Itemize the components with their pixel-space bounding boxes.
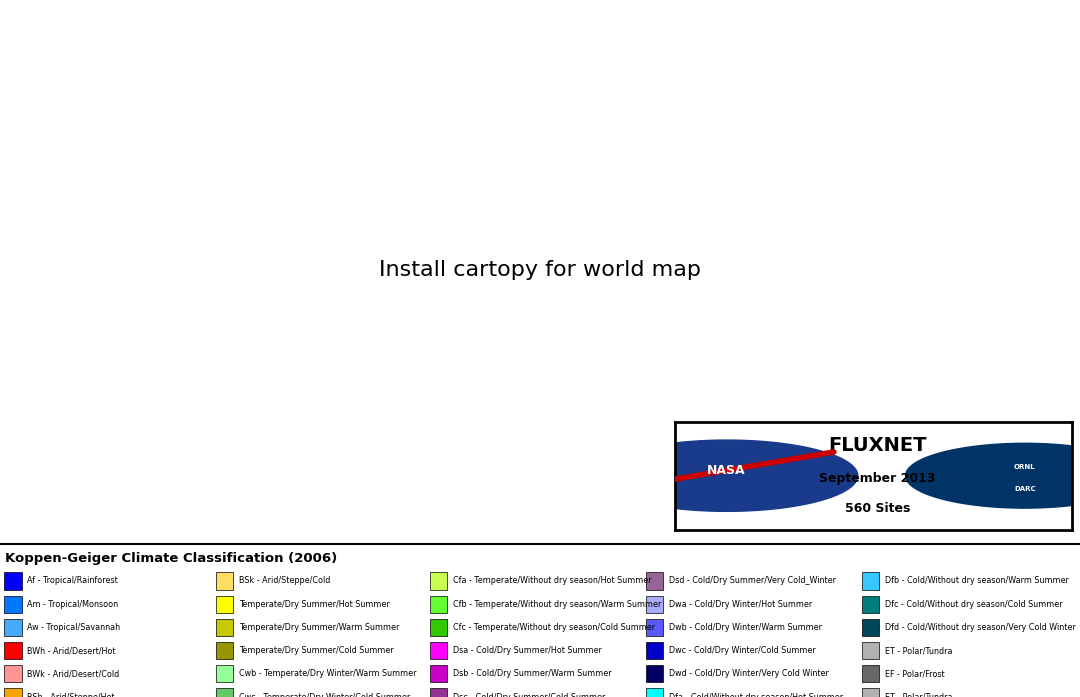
- FancyBboxPatch shape: [216, 642, 233, 659]
- Text: BWh - Arid/Desert/Hot: BWh - Arid/Desert/Hot: [27, 646, 116, 655]
- FancyBboxPatch shape: [216, 665, 233, 682]
- FancyBboxPatch shape: [430, 572, 447, 590]
- Text: Temperate/Dry Summer/Warm Summer: Temperate/Dry Summer/Warm Summer: [239, 623, 399, 632]
- FancyBboxPatch shape: [4, 689, 22, 697]
- Text: Koppen-Geiger Climate Classification (2006): Koppen-Geiger Climate Classification (20…: [5, 552, 338, 565]
- Text: 560 Sites: 560 Sites: [845, 502, 910, 514]
- FancyBboxPatch shape: [216, 689, 233, 697]
- FancyBboxPatch shape: [4, 665, 22, 682]
- Text: Dsd - Cold/Dry Summer/Very Cold_Winter: Dsd - Cold/Dry Summer/Very Cold_Winter: [669, 576, 836, 585]
- FancyBboxPatch shape: [4, 642, 22, 659]
- Text: DARC: DARC: [1014, 486, 1036, 491]
- Text: September 2013: September 2013: [820, 473, 936, 485]
- FancyBboxPatch shape: [862, 619, 879, 636]
- FancyBboxPatch shape: [646, 572, 663, 590]
- Text: Dsc - Cold/Dry Summer/Cold Summer: Dsc - Cold/Dry Summer/Cold Summer: [453, 693, 605, 697]
- Text: Cfc - Temperate/Without dry season/Cold Summer: Cfc - Temperate/Without dry season/Cold …: [453, 623, 654, 632]
- Text: Cwc - Temperate/Dry Winter/Cold Summer: Cwc - Temperate/Dry Winter/Cold Summer: [239, 693, 410, 697]
- Text: Af - Tropical/Rainforest: Af - Tropical/Rainforest: [27, 576, 118, 585]
- Text: Dfb - Cold/Without dry season/Warm Summer: Dfb - Cold/Without dry season/Warm Summe…: [885, 576, 1068, 585]
- FancyBboxPatch shape: [862, 572, 879, 590]
- Text: BSh - Arid/Steppe/Hot: BSh - Arid/Steppe/Hot: [27, 693, 114, 697]
- Polygon shape: [905, 443, 1080, 508]
- FancyBboxPatch shape: [430, 642, 447, 659]
- Text: Cwb - Temperate/Dry Winter/Warm Summer: Cwb - Temperate/Dry Winter/Warm Summer: [239, 669, 416, 678]
- Text: BSk - Arid/Steppe/Cold: BSk - Arid/Steppe/Cold: [239, 576, 330, 585]
- Text: Temperate/Dry Summer/Cold Summer: Temperate/Dry Summer/Cold Summer: [239, 646, 393, 655]
- FancyBboxPatch shape: [4, 619, 22, 636]
- FancyBboxPatch shape: [430, 665, 447, 682]
- FancyBboxPatch shape: [862, 642, 879, 659]
- Text: ET - Polar/Tundra: ET - Polar/Tundra: [885, 693, 953, 697]
- Text: ET - Polar/Tundra: ET - Polar/Tundra: [885, 646, 953, 655]
- Text: FLUXNET: FLUXNET: [828, 436, 927, 455]
- Text: Aw - Tropical/Savannah: Aw - Tropical/Savannah: [27, 623, 120, 632]
- FancyBboxPatch shape: [430, 595, 447, 613]
- FancyBboxPatch shape: [4, 595, 22, 613]
- Text: NASA: NASA: [707, 464, 746, 477]
- FancyBboxPatch shape: [646, 595, 663, 613]
- FancyBboxPatch shape: [4, 572, 22, 590]
- FancyBboxPatch shape: [646, 689, 663, 697]
- FancyBboxPatch shape: [430, 689, 447, 697]
- FancyBboxPatch shape: [862, 665, 879, 682]
- Text: Temperate/Dry Summer/Hot Summer: Temperate/Dry Summer/Hot Summer: [239, 599, 390, 608]
- FancyBboxPatch shape: [862, 689, 879, 697]
- Text: Dwd - Cold/Dry Winter/Very Cold Winter: Dwd - Cold/Dry Winter/Very Cold Winter: [669, 669, 828, 678]
- Text: Cfa - Temperate/Without dry season/Hot Summer: Cfa - Temperate/Without dry season/Hot S…: [453, 576, 651, 585]
- Text: Am - Tropical/Monsoon: Am - Tropical/Monsoon: [27, 599, 118, 608]
- Text: Install cartopy for world map: Install cartopy for world map: [379, 260, 701, 280]
- Polygon shape: [595, 440, 858, 512]
- Text: Dwa - Cold/Dry Winter/Hot Summer: Dwa - Cold/Dry Winter/Hot Summer: [669, 599, 812, 608]
- Text: Dsb - Cold/Dry Summer/Warm Summer: Dsb - Cold/Dry Summer/Warm Summer: [453, 669, 611, 678]
- FancyBboxPatch shape: [430, 619, 447, 636]
- Text: ORNL: ORNL: [1014, 464, 1036, 470]
- Text: BWk - Arid/Desert/Cold: BWk - Arid/Desert/Cold: [27, 669, 119, 678]
- Text: Dsa - Cold/Dry Summer/Hot Summer: Dsa - Cold/Dry Summer/Hot Summer: [453, 646, 602, 655]
- Text: EF - Polar/Frost: EF - Polar/Frost: [885, 669, 944, 678]
- Text: Cfb - Temperate/Without dry season/Warm Summer: Cfb - Temperate/Without dry season/Warm …: [453, 599, 661, 608]
- Text: Dwb - Cold/Dry Winter/Warm Summer: Dwb - Cold/Dry Winter/Warm Summer: [669, 623, 822, 632]
- FancyBboxPatch shape: [646, 642, 663, 659]
- FancyBboxPatch shape: [862, 595, 879, 613]
- FancyBboxPatch shape: [216, 619, 233, 636]
- FancyBboxPatch shape: [216, 595, 233, 613]
- FancyBboxPatch shape: [646, 665, 663, 682]
- Text: Dfc - Cold/Without dry season/Cold Summer: Dfc - Cold/Without dry season/Cold Summe…: [885, 599, 1062, 608]
- Text: Dfd - Cold/Without dry season/Very Cold Winter: Dfd - Cold/Without dry season/Very Cold …: [885, 623, 1076, 632]
- Text: Dwc - Cold/Dry Winter/Cold Summer: Dwc - Cold/Dry Winter/Cold Summer: [669, 646, 815, 655]
- FancyBboxPatch shape: [646, 619, 663, 636]
- FancyBboxPatch shape: [216, 572, 233, 590]
- Text: Dfa - Cold/Without dry season/Hot Summer: Dfa - Cold/Without dry season/Hot Summer: [669, 693, 842, 697]
